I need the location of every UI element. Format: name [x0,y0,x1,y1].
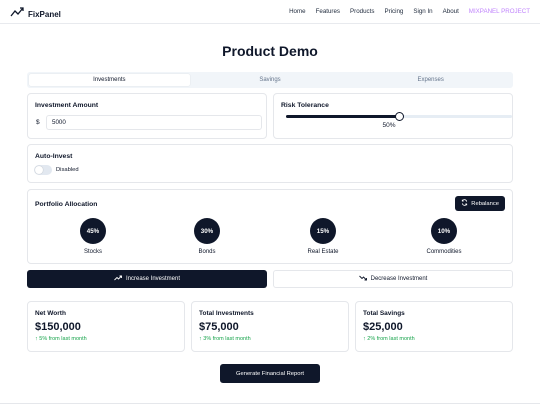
page-title: Product Demo [222,43,318,59]
allocation-item-bonds: 30% Bonds [177,218,237,255]
toggle-knob [35,166,43,174]
nav-link-features[interactable]: Features [315,8,341,15]
risk-slider[interactable] [286,112,512,121]
stat-change: ↑ 5% from last month [35,336,87,342]
allocation-item-real-estate: 15% Real Estate [293,218,353,255]
stat-card-total-investments: Total Investments $75,000 ↑ 3% from last… [191,301,349,352]
portfolio-allocation-label: Portfolio Allocation [35,201,98,208]
nav-link-sign-in[interactable]: Sign In [413,8,433,15]
nav-link-pricing[interactable]: Pricing [384,8,404,15]
trend-arrow-icon [10,5,24,23]
refresh-icon [461,199,468,208]
tab-expenses[interactable]: Expenses [417,77,444,83]
allocation-item-stocks: 45% Stocks [63,218,123,255]
allocation-name: Bonds [198,249,216,255]
nav-link-about[interactable]: About [442,8,459,15]
allocation-percent: 15% [310,218,336,244]
allocation-name: Stocks [83,249,102,255]
investment-input-row: $ [36,115,262,130]
allocation-percent: 10% [431,218,457,244]
risk-slider-fill [286,115,399,118]
stat-card-total-savings: Total Savings $25,000 ↑ 2% from last mon… [355,301,513,352]
allocation-item-commodities: 10% Commodities [414,218,474,255]
nav-link-home[interactable]: Home [289,8,306,15]
portfolio-allocation-card: Portfolio Allocation Rebalance 45% Stock… [27,189,513,264]
investment-amount-card: Investment Amount $ [27,93,267,139]
rebalance-label: Rebalance [471,200,499,207]
stat-card-net-worth: Net Worth $150,000 ↑ 5% from last month [27,301,185,352]
allocation-percent: 45% [80,218,106,244]
nav-link-mixpanel-project[interactable]: MIXPANEL PROJECT [468,8,530,15]
decrease-investment-label: Decrease Investment [370,276,428,282]
stat-value: $25,000 [363,321,403,333]
stat-title: Net Worth [35,310,66,317]
generate-report-button[interactable]: Generate Financial Report [220,364,320,383]
auto-invest-label: Auto-Invest [35,153,73,160]
risk-tolerance-card: Risk Tolerance 50% [273,93,513,139]
stat-value: $75,000 [199,321,239,333]
increase-investment-button[interactable]: Increase Investment [27,270,267,288]
rebalance-button[interactable]: Rebalance [455,196,505,211]
stat-change: ↑ 2% from last month [363,336,415,342]
tab-bar: Investments Savings Expenses [27,72,513,88]
stat-value: $150,000 [35,321,81,333]
nav-link-products[interactable]: Products [350,8,375,15]
allocation-name: Real Estate [307,249,339,255]
top-nav: FixPanel Home Features Products Pricing … [0,0,540,24]
brand-logo[interactable]: FixPanel [10,5,61,23]
investment-amount-input[interactable] [46,115,262,130]
allocation-name: Commodities [426,249,462,255]
auto-invest-toggle[interactable] [34,165,52,175]
decrease-investment-button[interactable]: Decrease Investment [273,270,513,288]
allocation-percent: 30% [194,218,220,244]
trending-down-icon [358,275,367,283]
brand-name: FixPanel [28,9,61,19]
auto-invest-card: Auto-Invest Disabled [27,144,513,183]
investment-amount-label: Investment Amount [35,102,99,109]
footer-divider [0,403,540,404]
stat-title: Total Investments [199,310,254,317]
risk-value: 50% [382,122,396,129]
increase-investment-label: Increase Investment [125,276,181,282]
currency-symbol: $ [36,119,40,126]
tab-investments[interactable]: Investments [29,74,190,86]
risk-slider-thumb[interactable] [395,112,404,121]
stat-change: ↑ 3% from last month [199,336,251,342]
risk-tolerance-label: Risk Tolerance [281,102,329,109]
trending-up-icon [114,275,122,283]
tab-savings[interactable]: Savings [259,77,281,83]
stat-title: Total Savings [363,310,405,317]
auto-invest-status: Disabled [56,167,79,173]
nav-links: Home Features Products Pricing Sign In A… [289,8,530,15]
